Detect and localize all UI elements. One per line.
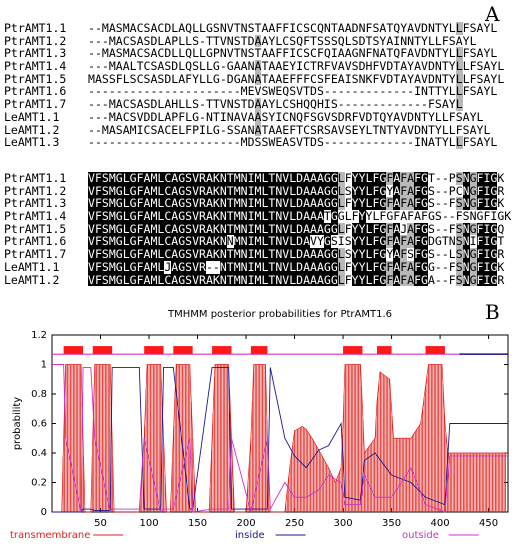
- x-tick-label: 450: [479, 518, 498, 529]
- sequence-name: PtrAMT1.4: [4, 209, 67, 224]
- sequence-residues: ---MACSASDLAPLLS-TTVNSTDAAYLCSQFTSSSQLSD…: [88, 33, 477, 48]
- alignment-row: PtrAMT1.5 MASSFLSCSASDLAFYLLG-DGANATAAEFF…: [4, 73, 504, 86]
- alignment-row: PtrAMT1.7 ---MACSASDLAHLLS-TTVNSTDAAYLCSH…: [4, 98, 504, 111]
- panel-a-label: A: [485, 2, 500, 26]
- x-tick-label: 150: [188, 518, 207, 529]
- sequence-name: LeAMT1.1: [4, 109, 60, 124]
- y-tick-label: 1: [41, 360, 47, 371]
- alignment-row: PtrAMT1.3 VFSMGLGFAMLCAGSVRAKNTMNIMLTNVLD…: [4, 196, 511, 211]
- alignment-row: LeAMT1.1 ---MACSVDDLAPFLG-NTINAVAASYICNQF…: [4, 111, 504, 124]
- y-axis-label: probability: [12, 397, 23, 450]
- alignment-row: PtrAMT1.4 VFSMGLGFAMLCAGSVRAKNTMNIMLTNVLD…: [4, 210, 511, 223]
- sequence-name: PtrAMT1.3: [4, 196, 67, 211]
- tm-segment-box: [343, 346, 363, 355]
- alignment-row: LeAMT1.2 --MASAMICSACELFPILG-SSANATAAEFTC…: [4, 122, 504, 137]
- tm-segment-box: [250, 346, 268, 355]
- sequence-name: PtrAMT1.7: [4, 247, 67, 262]
- alignment-row: PtrAMT1.1 --MASMACSACDLAQLLGSNVTNSTAAFFIC…: [4, 22, 504, 35]
- sequence-residues: MASSFLSCSASDLAFYLLG-DGANATAAEFFFCSFEAISN…: [88, 71, 505, 86]
- y-tick-label: 0.6: [31, 419, 47, 430]
- sequence-name: LeAMT1.2: [4, 122, 60, 137]
- sequence-name: PtrAMT1.2: [4, 33, 67, 48]
- alignment-row: LeAMT1.3 ----------------------MDSSWEASVT…: [4, 136, 504, 149]
- tm-segment-box: [144, 346, 164, 355]
- sequence-residues: VFSMGLGFAMLJAGSVR--NTMNIMLTNVLDAAAGGLFYY…: [88, 259, 505, 274]
- alignment-block-1: PtrAMT1.1 --MASMACSACDLAQLLGSNVTNSTAAFFIC…: [4, 22, 504, 149]
- alignment-block-2: PtrAMT1.1 VFSMGLGFAMLCAGSVRAKNTMNIMLTNVLD…: [4, 172, 511, 287]
- tm-segment-box: [92, 346, 113, 355]
- legend-outside: outside: [402, 530, 439, 541]
- alignment-row: LeAMT1.1 VFSMGLGFAMLJAGSVR--NTMNIMLTNVLDA…: [4, 261, 511, 274]
- y-tick-label: 0.8: [31, 389, 47, 400]
- sequence-residues: VFSMGLGFAMLCAGSVRAKNTMNIMLTNVLDAAAGGLFYY…: [88, 272, 505, 287]
- alignment-row: PtrAMT1.2 VFSMGLGFAMLCAGSVRAKNTMNIMLTNVLD…: [4, 183, 511, 198]
- alignment-row: PtrAMT1.7 VFSMGLGFAMLCAGSVRAKNTMNIMLTNVLD…: [4, 248, 511, 261]
- sequence-residues: VFSMGLGFAMLCAGSVRAKNTMNIMLTNVLDAAAGGLFYY…: [88, 221, 505, 236]
- y-tick-label: 0.4: [31, 448, 47, 459]
- x-tick-label: 400: [431, 518, 450, 529]
- y-tick-label: 1.2: [31, 330, 47, 341]
- sequence-name: LeAMT1.1: [4, 259, 60, 274]
- outside-line: [52, 364, 508, 514]
- chart-title: TMHMM posterior probabilities for PtrAMT…: [167, 309, 392, 320]
- alignment-row: PtrAMT1.4 ---MAALTCSASDLQSLLG-GAANATAAEYI…: [4, 60, 504, 73]
- sequence-name: PtrAMT1.1: [4, 171, 67, 185]
- alignment-row: PtrAMT1.3 --MASMACSACDLLQLLGPNVTNSTAAFFIC…: [4, 46, 504, 61]
- inside-line: [52, 366, 508, 513]
- alignment-row: LeAMT1.2 VFSMGLGFAMLCAGSVRAKNTMNIMLTNVLDA…: [4, 272, 511, 287]
- sequence-residues: --MASMACSACDLAQLLGSNVTNSTAAFFICSCQNTAADN…: [88, 21, 498, 35]
- tmhmm-plot: TMHMM posterior probabilities for PtrAMT…: [0, 300, 521, 550]
- tm-segment-box: [425, 346, 445, 355]
- sequence-name: LeAMT1.2: [4, 272, 60, 287]
- y-tick-label: 0.2: [31, 478, 47, 489]
- sequence-residues: ---MAALTCSASDLQSLLG-GAANATAAEYICTRFVAVSD…: [88, 59, 505, 74]
- x-tick-label: 250: [285, 518, 304, 529]
- legend-transmembrane: transmembrane: [10, 530, 90, 541]
- sequence-name: PtrAMT1.1: [4, 21, 67, 35]
- x-tick-label: 50: [94, 518, 107, 529]
- sequence-name: PtrAMT1.7: [4, 97, 67, 112]
- sequence-residues: ---MACSASDLAHLLS-TTVNSTDAAYLCSHQQHIS----…: [88, 97, 463, 112]
- x-tick-label: 100: [139, 518, 158, 529]
- sequence-name: PtrAMT1.6: [4, 84, 67, 99]
- sequence-residues: ----------------------MEVSWEQSVTDS------…: [88, 84, 498, 99]
- sequence-residues: VFSMGLGFAMLCAGSVRAKNTMNIMLTNVLDAAAGGLSYY…: [88, 183, 505, 198]
- alignment-row: PtrAMT1.2 ---MACSASDLAPLLS-TTVNSTDAAYLCSQ…: [4, 33, 504, 48]
- tm-segment-box: [377, 346, 392, 355]
- x-tick-label: 350: [382, 518, 401, 529]
- sequence-residues: ----------------------MDSSWEASVTDS------…: [88, 135, 498, 150]
- x-tick-label: 200: [236, 518, 255, 529]
- sequence-name: PtrAMT1.3: [4, 46, 67, 61]
- sequence-residues: VFSMGLGFAMLCAGSVRAKNTMNIMLTNVLDAAAGGLFYY…: [88, 196, 505, 211]
- alignment-row: PtrAMT1.6 VFSMGLGFAMLCAGSVRAKNNMNIMLTNVLD…: [4, 234, 511, 249]
- tm-line: [52, 364, 508, 513]
- sequence-residues: ---MACSVDDLAPFLG-NTINAVAASYICNQFSGVSDRFV…: [88, 109, 484, 124]
- x-tick-label: 300: [334, 518, 353, 529]
- tm-segment-box: [212, 346, 232, 355]
- sequence-name: PtrAMT1.5: [4, 221, 67, 236]
- panel-b-label: B: [485, 300, 500, 324]
- alignment-row: PtrAMT1.5 VFSMGLGFAMLCAGSVRAKNTMNIMLTNVLD…: [4, 223, 511, 236]
- tmhmm-chart-svg: TMHMM posterior probabilities for PtrAMT…: [10, 309, 509, 541]
- sequence-name: PtrAMT1.5: [4, 71, 67, 86]
- sequence-name: LeAMT1.3: [4, 135, 60, 150]
- sequence-residues: VFSMGLGFAMLCAGSVRAKNTMNIMLTNVLDAAAGGLFYY…: [88, 171, 505, 185]
- legend-inside: inside: [235, 530, 265, 541]
- alignment-row: PtrAMT1.6 ----------------------MEVSWEQSV…: [4, 84, 504, 99]
- sequence-name: PtrAMT1.6: [4, 234, 67, 249]
- tm-segment-box: [173, 346, 193, 355]
- sequence-residues: --MASAMICSACELFPILG-SSANATAAEFTCSRSAVSEY…: [88, 122, 491, 137]
- plot-frame: [51, 334, 509, 513]
- sequence-residues: VFSMGLGFAMLCAGSVRAKNNMNIMLTNVLDAVYGSISYY…: [88, 234, 505, 249]
- sequence-residues: VFSMGLGFAMLCAGSVRAKNTMNIMLTNVLDAAATGGLFY…: [88, 209, 512, 224]
- sequence-residues: --MASMACSACDLLQLLGPNVTNSTAAFFICSCFQIAAGN…: [88, 46, 498, 61]
- sequence-residues: VFSMGLGFAMLCAGSVRAKNTMNIMLTNVLDAAAGGLSYY…: [88, 247, 505, 262]
- alignment-row: PtrAMT1.1 VFSMGLGFAMLCAGSVRAKNTMNIMLTNVLD…: [4, 172, 511, 185]
- sequence-name: PtrAMT1.4: [4, 59, 67, 74]
- tm-segment-box: [63, 346, 84, 355]
- y-tick-label: 0: [41, 507, 47, 518]
- sequence-name: PtrAMT1.2: [4, 183, 67, 198]
